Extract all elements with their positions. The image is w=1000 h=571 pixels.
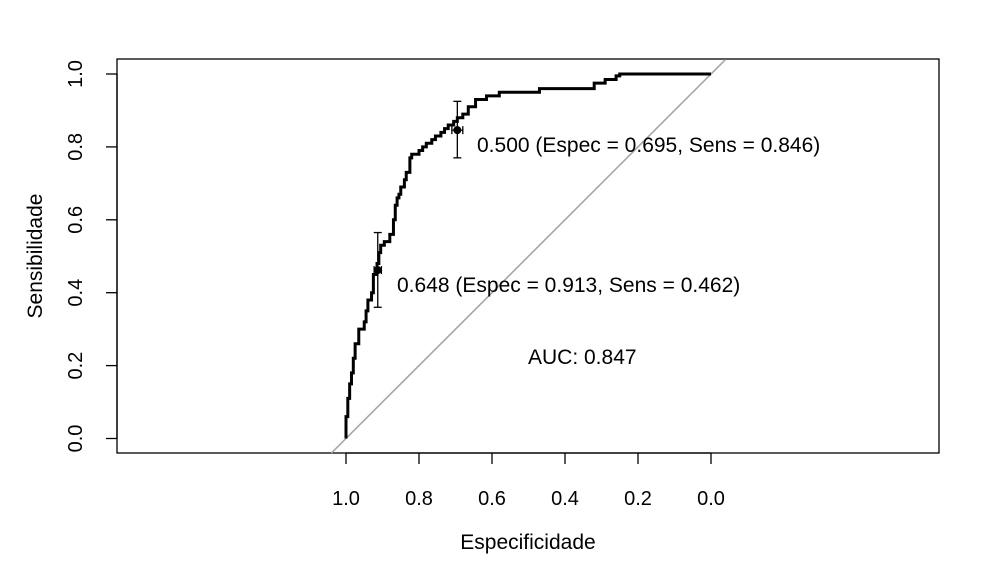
x-tick-label: 0.6 [478, 488, 506, 510]
threshold-1 [451, 100, 464, 159]
x-tick-label: 0.0 [697, 488, 725, 510]
confidence-intervals [373, 100, 464, 308]
auc-label: AUC: 0.847 [528, 346, 637, 369]
roc-curve [344, 72, 711, 439]
threshold-label-2: 0.648 (Espec = 0.913, Sens = 0.462) [397, 274, 740, 297]
threshold-point [453, 126, 462, 135]
x-tick-label: 0.2 [624, 488, 652, 510]
y-tick-label: 1.0 [65, 60, 87, 88]
y-tick-label: 0.6 [65, 206, 87, 234]
threshold-label-1: 0.500 (Espec = 0.695, Sens = 0.846) [477, 134, 820, 157]
threshold-point [373, 266, 382, 275]
x-axis: 1.0 0.8 0.6 0.4 0.2 0.0 [332, 452, 725, 510]
y-tick-label: 0.4 [65, 279, 87, 307]
x-tick-label: 0.8 [405, 488, 433, 510]
threshold-2 [373, 231, 383, 308]
x-tick-label: 0.4 [551, 488, 579, 510]
y-tick-label: 0.8 [65, 133, 87, 161]
x-tick-label: 1.0 [332, 488, 360, 510]
x-axis-title: Especificidade [460, 531, 595, 554]
y-axis: 0.0 0.2 0.4 0.6 0.8 1.0 [65, 60, 118, 453]
y-axis-title: Sensibilidade [24, 194, 47, 319]
diagonal-reference-line [330, 58, 727, 454]
y-tick-label: 0.2 [65, 352, 87, 380]
y-tick-label: 0.0 [65, 425, 87, 453]
